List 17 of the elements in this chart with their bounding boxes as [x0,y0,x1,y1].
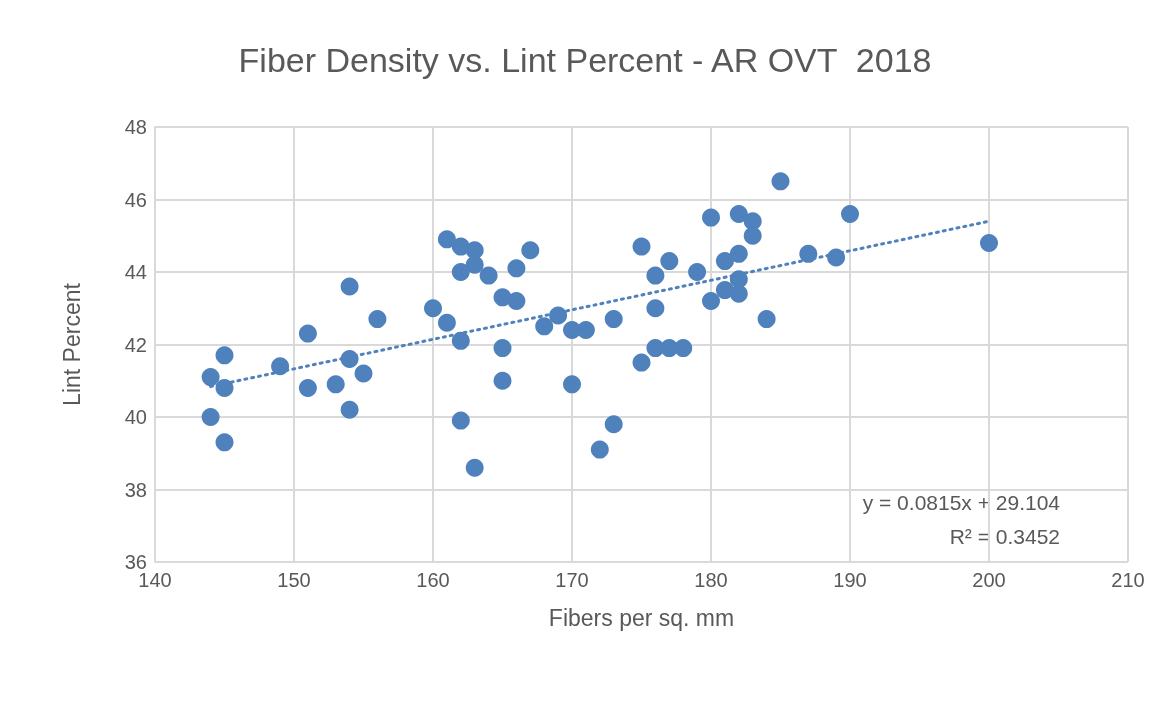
x-tick-label: 170 [555,569,589,591]
y-tick-label: 40 [124,406,147,428]
x-tick-label: 160 [416,569,450,591]
x-tick-label: 190 [833,569,867,591]
x-tick-label: 210 [1111,569,1145,591]
x-tick-label: 150 [277,569,311,591]
x-tick-label: 180 [694,569,728,591]
chart-title: Fiber Density vs. Lint Percent - AR OVT 2018 [238,41,932,79]
y-axis-title: Lint Percent [58,282,85,406]
y-tick-label: 38 [124,478,147,501]
y-tick-label: 44 [124,261,147,283]
y-tick-label: 46 [124,188,147,211]
x-axis-title: Fibers per sq. mm [548,604,735,631]
y-tick-label: 48 [124,116,147,138]
annotation: y = 0.0815x + 29.104 [862,491,1061,514]
y-tick-label: 42 [124,333,147,356]
x-tick-label: 200 [972,569,1006,591]
